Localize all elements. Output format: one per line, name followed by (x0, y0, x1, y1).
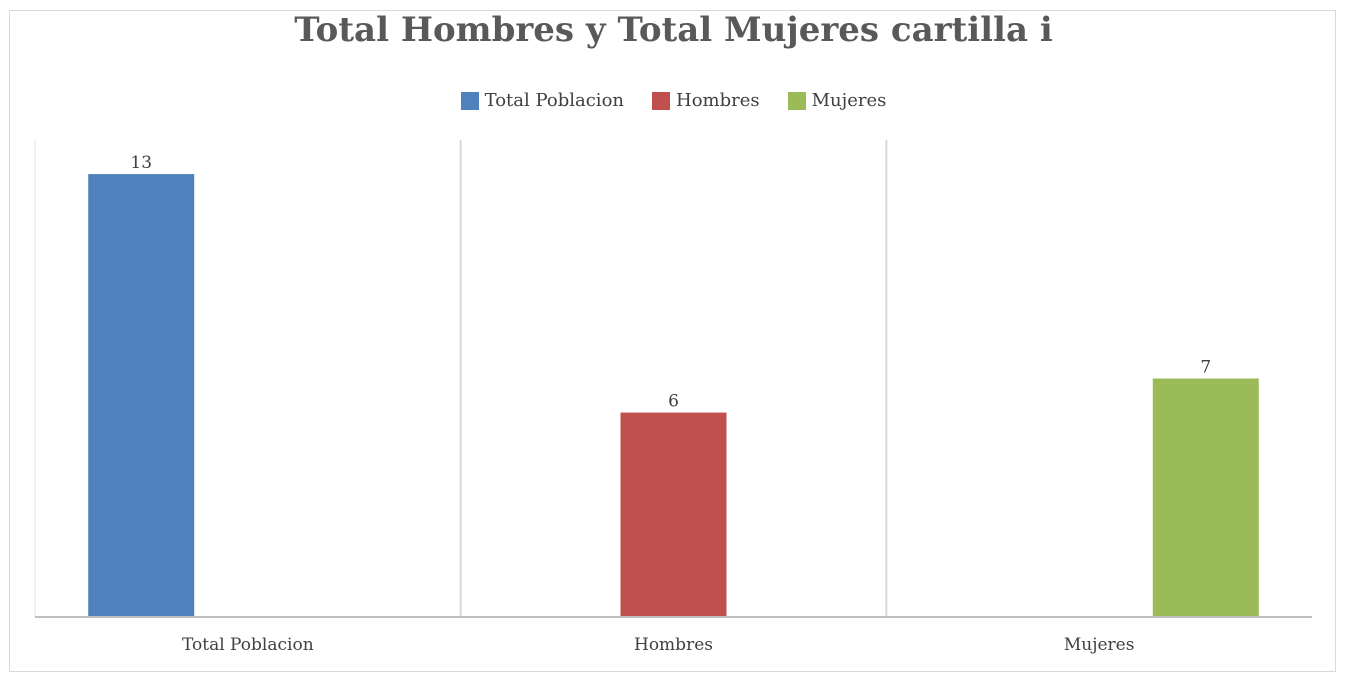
x-tick-label-hombres: Hombres (634, 635, 713, 655)
legend-swatch-hombres (652, 91, 670, 110)
data-label-mujeres: 7 (1200, 358, 1211, 378)
bar-mujeres (1152, 378, 1259, 617)
x-tick-label-mujeres: Mujeres (1064, 635, 1135, 655)
bar-hombres (620, 412, 727, 617)
chart-title: Total Hombres y Total Mujeres cartilla i (294, 10, 1053, 50)
legend-label-total-poblacion: Total Poblacion (484, 90, 624, 111)
x-tick-label-total-poblacion: Total Poblacion (182, 635, 314, 655)
legend-label-mujeres: Mujeres (811, 90, 887, 111)
legend-item-hombres: Hombres (652, 90, 760, 111)
data-label-total-poblacion: 13 (130, 153, 152, 173)
chart-legend: Total Poblacion Hombres Mujeres (0, 90, 1347, 111)
legend-swatch-total-poblacion (460, 91, 479, 110)
legend-item-mujeres: Mujeres (787, 90, 887, 111)
legend-swatch-mujeres (787, 91, 806, 110)
bar-total-poblacion (88, 174, 195, 618)
legend-item-total-poblacion: Total Poblacion (460, 90, 624, 111)
data-label-hombres: 6 (668, 392, 679, 412)
legend-label-hombres: Hombres (676, 90, 760, 111)
